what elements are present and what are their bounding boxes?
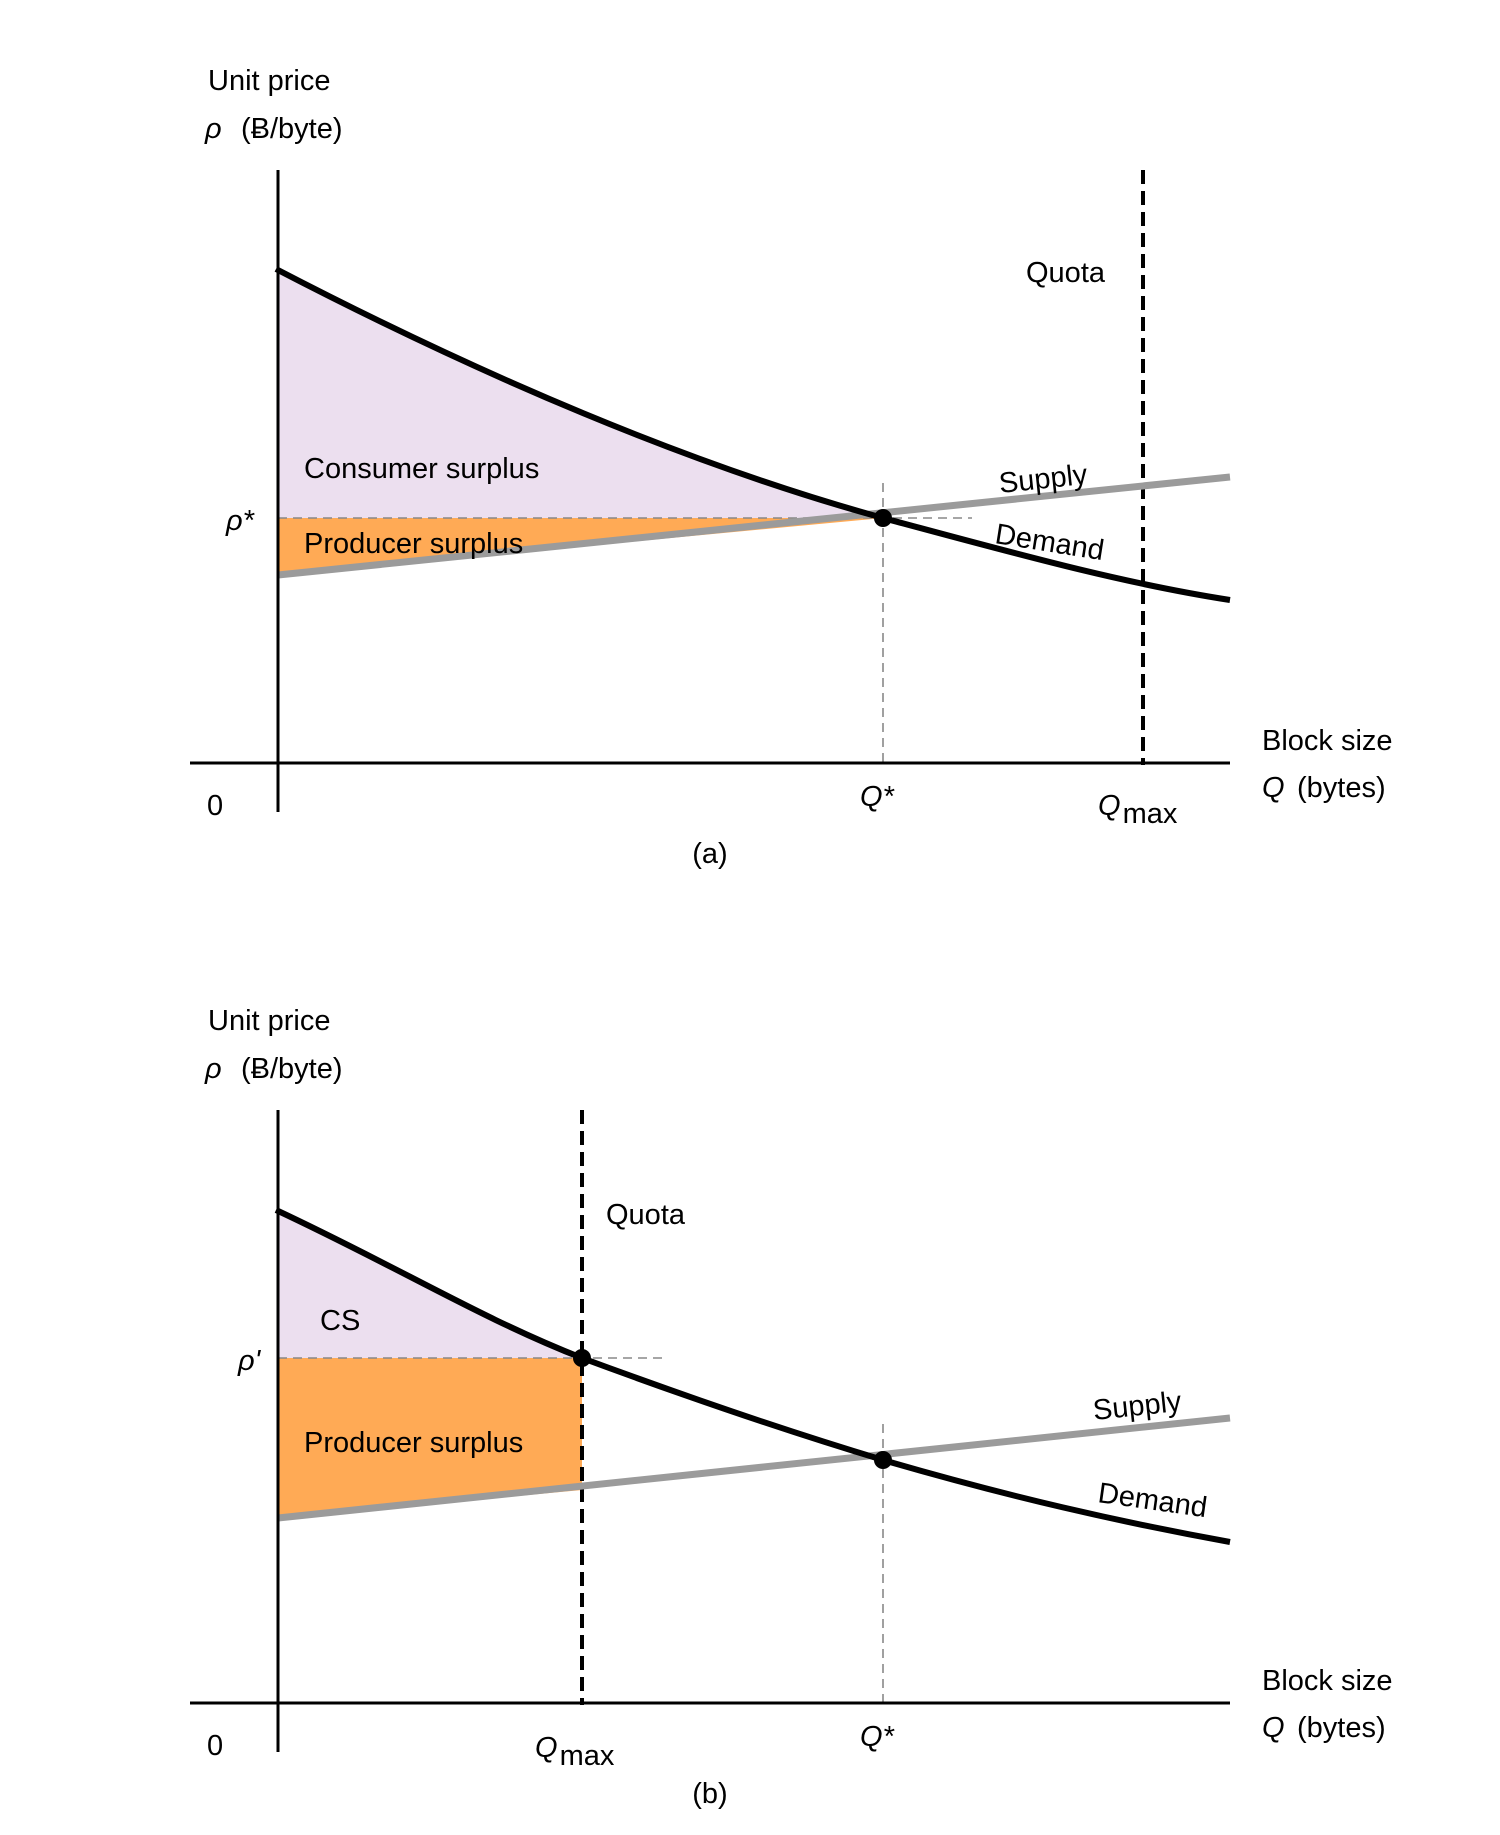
cs-label: CS — [320, 1305, 360, 1337]
quota-label: Quota — [606, 1199, 686, 1231]
y-axis-symbol: ρ — [204, 113, 222, 145]
x-axis-symbol: Q — [1262, 772, 1285, 804]
supply-label: Supply — [1091, 1386, 1183, 1427]
equilibrium-quantity-label: Q* — [860, 781, 896, 813]
x-axis-unit: (bytes) — [1297, 772, 1386, 804]
equilibrium-price-label: ρ* — [225, 505, 256, 537]
quota-price-label: ρ' — [237, 1345, 262, 1377]
panel-a: Unit price ρ (Ƀ/byte) Block size Q (byte… — [190, 65, 1393, 870]
quota-price-point — [573, 1349, 591, 1367]
producer-surplus-label: Producer surplus — [304, 1427, 523, 1459]
origin-label: 0 — [207, 790, 223, 822]
y-axis-symbol: ρ — [204, 1053, 222, 1085]
x-axis-symbol: Q — [1262, 1712, 1285, 1744]
x-axis-title: Block size — [1262, 1665, 1393, 1697]
panel-caption: (b) — [692, 1778, 727, 1810]
consumer-surplus-label: Consumer surplus — [304, 453, 539, 485]
y-axis-title: Unit price — [208, 1005, 331, 1037]
quota-label: Quota — [1026, 257, 1106, 289]
supply-curve — [277, 1414, 1231, 1522]
y-axis-unit: (Ƀ/byte) — [241, 1053, 343, 1085]
consumer-surplus-region — [278, 1211, 582, 1358]
y-axis-title: Unit price — [208, 65, 331, 97]
equilibrium-point — [874, 509, 892, 527]
origin-label: 0 — [207, 1730, 223, 1762]
producer-surplus-region — [278, 1358, 582, 1518]
x-axis-unit: (bytes) — [1297, 1712, 1386, 1744]
qmax-label: Qmax — [1098, 790, 1178, 830]
equilibrium-point — [874, 1451, 892, 1469]
producer-surplus-label: Producer surplus — [304, 528, 523, 560]
y-axis-unit: (Ƀ/byte) — [241, 113, 343, 145]
equilibrium-quantity-label: Q* — [860, 1721, 896, 1753]
panel-b: Unit price ρ (Ƀ/byte) Block size Q (byte… — [190, 1005, 1393, 1810]
demand-curve — [274, 1207, 1231, 1545]
demand-curve — [274, 266, 1231, 603]
consumer-surplus-region — [278, 270, 883, 518]
supply-curve — [277, 473, 1231, 579]
qmax-label: Qmax — [535, 1732, 615, 1772]
panel-caption: (a) — [692, 838, 727, 870]
x-axis-title: Block size — [1262, 725, 1393, 757]
